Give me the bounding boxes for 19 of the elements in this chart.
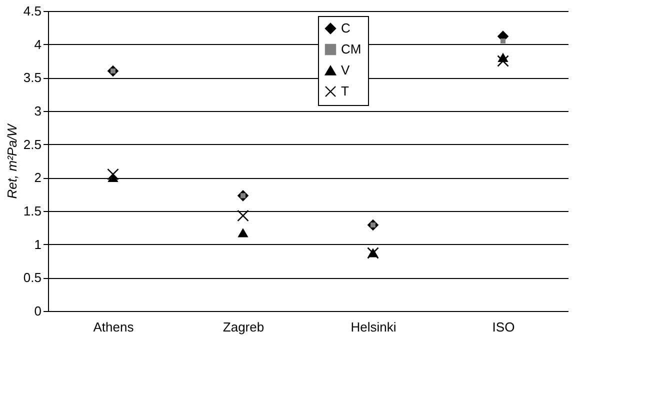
y-tick-label: 0.5 [23, 270, 42, 286]
x-tick-label: Zagreb [222, 320, 264, 334]
legend-label: CM [341, 42, 362, 56]
legend-label: V [341, 62, 350, 78]
legend-label: C [341, 20, 350, 36]
y-tick-label: 1 [34, 236, 42, 252]
x-tick-label: Athens [93, 320, 134, 334]
y-axis-title: Ret, m²Pa/W [4, 122, 20, 199]
legend-label: T [341, 84, 349, 98]
y-tick-label: 1.5 [23, 204, 42, 218]
y-tick-label: 4 [34, 36, 42, 52]
y-tick-label: 0 [34, 304, 42, 318]
y-tick-label: 4.5 [23, 4, 42, 18]
y-tick-label: 3 [34, 104, 42, 118]
y-tick-label: 3.5 [23, 70, 42, 86]
x-tick-label: Helsinki [350, 320, 396, 334]
y-tick-label: 2.5 [23, 136, 42, 152]
y-tick-label: 2 [34, 170, 42, 186]
x-tick-label: ISO [492, 320, 515, 334]
